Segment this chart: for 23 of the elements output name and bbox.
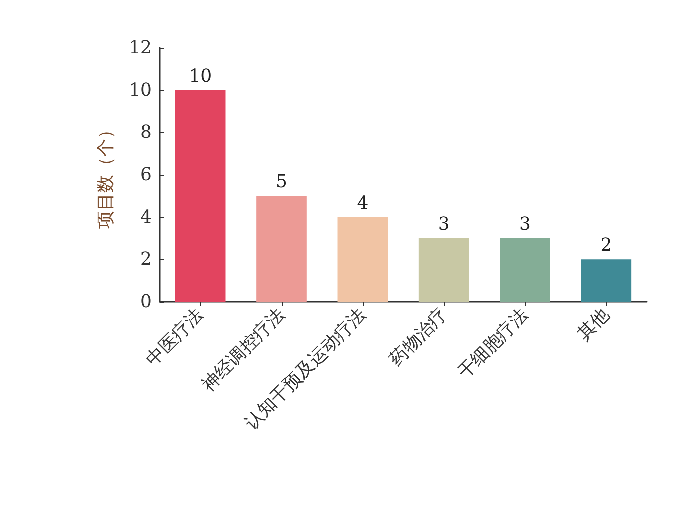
bar (338, 217, 388, 302)
data-label: 10 (189, 66, 212, 87)
bar (418, 238, 470, 302)
y-tick-label: 2 (140, 249, 152, 270)
data-label: 3 (438, 214, 450, 235)
bar (581, 260, 632, 302)
y-tick-label: 12 (129, 38, 152, 58)
y-tick-label: 6 (140, 164, 152, 186)
data-label: 4 (357, 192, 369, 214)
x-tick-label: 其他 (574, 304, 614, 345)
x-tick-label: 干细胞疗法 (454, 304, 533, 384)
data-label: 3 (520, 214, 531, 235)
y-tick-label: 0 (140, 292, 152, 312)
y-tick-label: 8 (140, 122, 152, 144)
bar (175, 90, 226, 302)
y-axis-title: 项目数（个） (96, 121, 116, 229)
data-label: 2 (600, 235, 612, 256)
bar (500, 238, 550, 302)
y-tick-label: 10 (129, 80, 152, 101)
bar (256, 196, 307, 302)
data-label: 5 (276, 172, 288, 193)
y-tick-label: 4 (140, 206, 152, 228)
x-tick-label: 药物治疗 (386, 304, 452, 370)
